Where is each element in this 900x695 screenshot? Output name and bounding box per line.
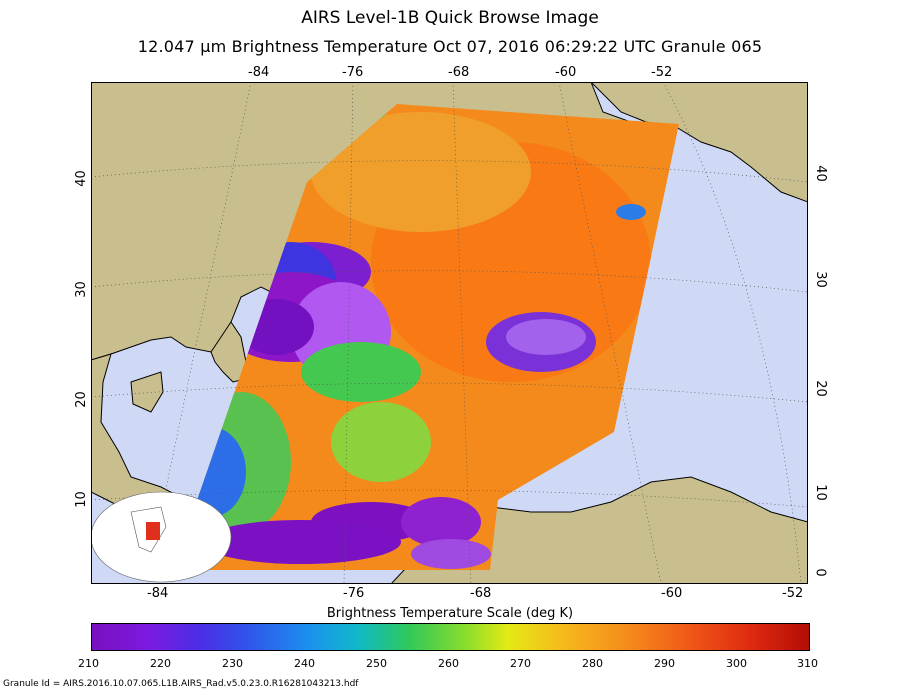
colorbar-title: Brightness Temperature Scale (deg K) <box>326 606 574 621</box>
bottom-lon-tick: -76 <box>343 586 365 601</box>
left-lat-tick: 20 <box>73 391 89 408</box>
colorbar-tick: 260 <box>438 657 459 670</box>
top-lon-tick: -52 <box>651 65 673 80</box>
swath-map <box>91 82 808 584</box>
graticule <box>91 82 808 584</box>
inset-globe <box>91 491 232 583</box>
right-lat-tick: 0 <box>812 568 828 577</box>
left-lat-tick: 40 <box>73 170 89 187</box>
granule-id: Granule Id = AIRS.2016.10.07.065.L1B.AIR… <box>3 679 359 689</box>
page-title: AIRS Level-1B Quick Browse Image <box>301 8 599 28</box>
right-lat-tick: 20 <box>812 380 828 397</box>
bottom-lon-tick: -84 <box>147 586 169 601</box>
colorbar-tick: 300 <box>726 657 747 670</box>
land-maritimes <box>590 82 808 203</box>
right-lat-tick: 40 <box>812 165 828 182</box>
colorbar-tick: 290 <box>654 657 675 670</box>
bottom-lon-tick: -68 <box>470 586 492 601</box>
page-subtitle: 12.047 μm Brightness Temperature Oct 07,… <box>137 37 763 56</box>
right-lat-tick: 30 <box>812 271 828 288</box>
land-yucatan <box>130 371 164 413</box>
top-lon-tick: -84 <box>248 65 270 80</box>
colorbar-tick: 220 <box>150 657 171 670</box>
colorbar <box>91 623 810 651</box>
colorbar-tick: 280 <box>582 657 603 670</box>
top-lon-tick: -76 <box>342 65 364 80</box>
top-lon-tick: -68 <box>448 65 470 80</box>
colorbar-tick: 270 <box>510 657 531 670</box>
colorbar-tick: 230 <box>222 657 243 670</box>
bottom-lon-tick: -52 <box>782 586 804 601</box>
top-lon-tick: -60 <box>555 65 577 80</box>
left-lat-tick: 30 <box>73 281 89 298</box>
colorbar-tick: 210 <box>78 657 99 670</box>
left-lat-tick: 10 <box>73 491 89 508</box>
bottom-lon-tick: -60 <box>661 586 683 601</box>
right-lat-tick: 10 <box>812 484 828 501</box>
colorbar-tick: 250 <box>366 657 387 670</box>
colorbar-tick: 310 <box>797 657 818 670</box>
colorbar-tick: 240 <box>294 657 315 670</box>
